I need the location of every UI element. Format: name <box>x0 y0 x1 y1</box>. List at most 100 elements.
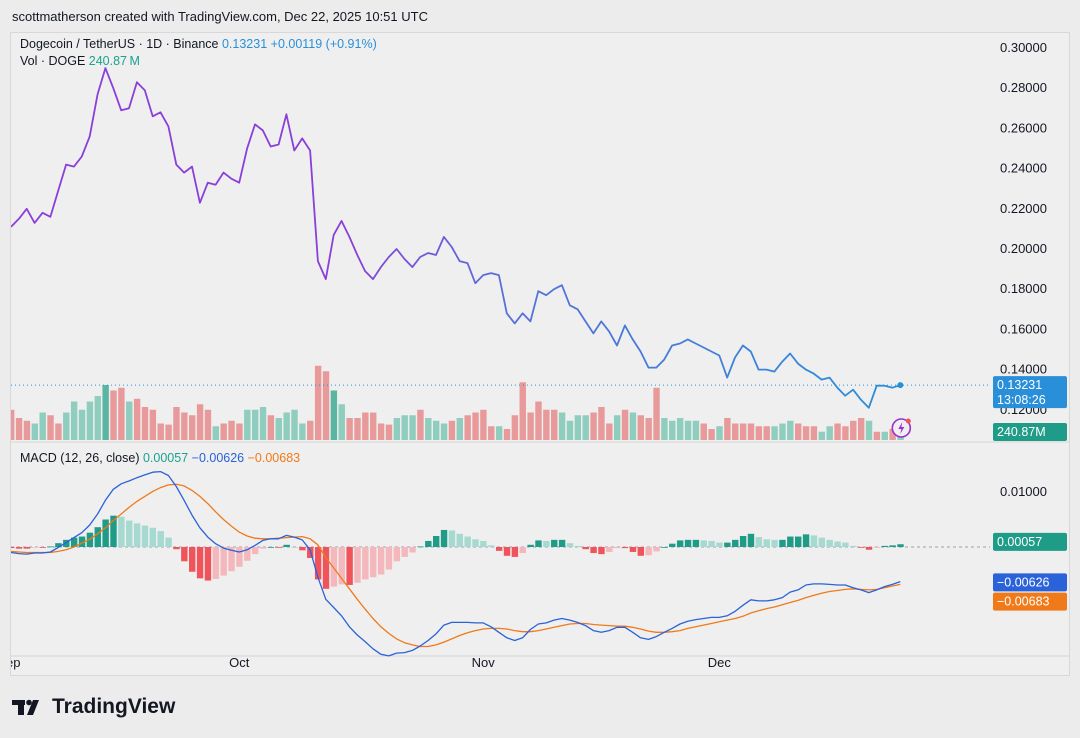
volume-bar <box>133 398 141 440</box>
volume-bar <box>267 415 275 440</box>
macd-hist-badge-text: 0.00057 <box>997 535 1042 549</box>
volume-bar <box>236 423 243 440</box>
volume-bar <box>314 365 322 440</box>
price-tick-label: 0.14000 <box>1000 362 1047 377</box>
volume-bar <box>307 420 314 440</box>
macd-tick-label: 0.01000 <box>1000 484 1047 499</box>
volume-bar <box>574 415 582 440</box>
macd-signal-value: −0.00683 <box>247 451 301 465</box>
volume-bar <box>23 420 31 440</box>
macd-histogram-bar <box>283 544 290 547</box>
macd-histogram-bar <box>480 540 487 547</box>
macd-histogram-bar <box>519 547 526 554</box>
macd-histogram-bar <box>141 525 149 547</box>
volume-bar <box>173 407 180 440</box>
volume-bar <box>472 412 479 440</box>
price-tick-label: 0.30000 <box>1000 40 1047 55</box>
macd-line-value: −0.00626 <box>191 451 245 465</box>
volume-bar <box>346 418 353 440</box>
volume-bar <box>196 404 204 440</box>
macd-histogram-bar <box>338 547 345 585</box>
volume-bar <box>212 426 220 440</box>
volume-legend[interactable]: Vol · DOGE 240.87 M <box>20 54 140 68</box>
volume-bar <box>362 412 369 440</box>
volume-badge <box>993 423 1067 441</box>
chart-panel[interactable]: 0.30000 0.28000 0.26000 0.24000 0.22000 0.200… <box>10 32 1070 676</box>
macd-histogram-bar <box>613 547 621 549</box>
volume-bar <box>377 423 385 440</box>
symbol-legend[interactable]: Dogecoin / TetherUS · 1D · Binance 0.132… <box>20 37 377 51</box>
macd-histogram-bar <box>763 539 770 547</box>
macd-histogram-bar <box>755 537 763 547</box>
macd-histogram-bar <box>362 547 369 580</box>
alert-dot <box>905 418 911 424</box>
last-price-dot <box>897 382 904 389</box>
macd-histogram-bar <box>503 547 511 556</box>
macd-histogram-bar <box>440 529 448 547</box>
volume-bar <box>86 401 94 440</box>
tradingview-logo[interactable]: TradingView <box>12 695 175 719</box>
macd-line <box>11 470 901 657</box>
macd-histogram-bar <box>873 547 881 548</box>
volume-bar <box>566 420 574 440</box>
macd-histogram-bar <box>251 547 259 555</box>
symbol-title[interactable]: Dogecoin / TetherUS · 1D · Binance <box>20 37 219 51</box>
volume-bar <box>653 387 660 440</box>
volume-bar <box>865 420 873 440</box>
volume-bar <box>732 423 739 440</box>
macd-histogram-bar <box>267 547 275 548</box>
macd-histogram-bar <box>637 547 644 556</box>
volume-bar <box>818 431 826 440</box>
volume-bar <box>244 409 251 440</box>
macd-histogram-bar <box>826 539 833 547</box>
macd-histogram-bar <box>566 543 574 547</box>
volume-bar <box>393 418 401 440</box>
volume-bar <box>110 390 117 440</box>
volume-bar <box>220 423 227 440</box>
macd-signal-badge-text: −0.00683 <box>997 595 1050 609</box>
volume-value: 240.87 M <box>89 54 140 68</box>
volume-bar <box>503 429 511 440</box>
volume-bar <box>763 426 770 440</box>
macd-histogram-bar <box>149 527 157 547</box>
volume-label[interactable]: Vol · DOGE <box>20 54 86 68</box>
volume-bar <box>330 390 338 440</box>
macd-histogram-bar <box>818 537 826 547</box>
macd-histogram-bar <box>346 547 353 585</box>
volume-bar <box>661 418 668 440</box>
macd-histogram-bar <box>495 547 503 551</box>
volume-bar <box>645 418 652 440</box>
volume-bar <box>189 415 196 440</box>
price-tick-label: 0.16000 <box>1000 321 1047 336</box>
macd-histogram-bar <box>78 536 86 547</box>
volume-bar <box>47 415 54 440</box>
macd-histogram-bar <box>181 547 188 562</box>
macd-histogram-bar <box>23 547 31 549</box>
macd-line-badge-text: −0.00626 <box>997 575 1050 589</box>
volume-bar <box>716 426 723 440</box>
macd-histogram-bar <box>330 547 338 587</box>
volume-bar <box>834 423 841 440</box>
price-tick-label: 0.26000 <box>1000 120 1047 135</box>
chart-svg[interactable]: 0.30000 0.28000 0.26000 0.24000 0.22000 0.200… <box>11 33 1069 675</box>
macd-histogram-bar <box>535 540 542 547</box>
volume-bar <box>606 423 613 440</box>
macd-histogram-bar <box>70 537 78 547</box>
macd-histogram-bar <box>126 520 133 547</box>
macd-histogram-bar <box>370 547 377 578</box>
macd-histogram-bar <box>228 547 235 572</box>
macd-histogram-bar <box>417 546 424 548</box>
price-tick-label: 0.24000 <box>1000 161 1047 176</box>
volume-bar <box>724 418 731 440</box>
volume-bar <box>755 426 763 440</box>
macd-histogram-bar <box>110 515 117 547</box>
volume-bar <box>669 420 676 440</box>
volume-bar <box>291 409 298 440</box>
macd-histogram-bar <box>464 536 471 547</box>
volume-bar <box>70 401 78 440</box>
macd-legend[interactable]: MACD (12, 26, close) 0.00057 −0.00626 −0… <box>20 451 300 465</box>
macd-histogram-bar <box>700 540 707 547</box>
macd-label[interactable]: MACD (12, 26, close) <box>20 451 140 465</box>
volume-bar <box>598 407 605 440</box>
volume-bar <box>747 423 755 440</box>
